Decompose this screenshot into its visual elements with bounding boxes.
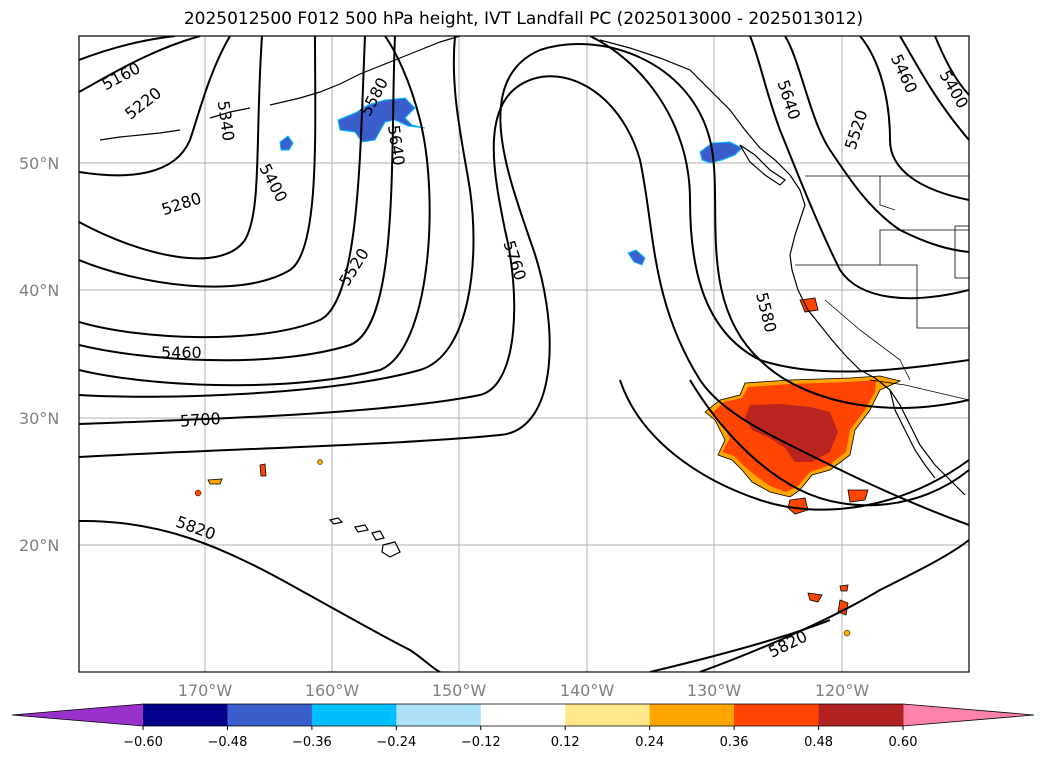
lat-label: 20°N: [19, 536, 59, 555]
contour-label: 5820: [765, 627, 810, 662]
longitude-labels: 170°W 160°W 150°W 140°W 130°W 120°W: [178, 681, 870, 700]
colorbar-extend-high: [903, 704, 1034, 726]
contour-label: 5580: [752, 290, 780, 334]
ivt-negative-region: [279, 97, 743, 266]
contour-label: 5520: [841, 107, 872, 152]
colorbar-segment: [480, 704, 566, 726]
contour-labels: 5160 5220 5340 5580 5640 5280 5400 5520 …: [99, 51, 969, 662]
contour-label: 5700: [179, 409, 221, 431]
lon-label: 170°W: [178, 681, 233, 700]
colorbar-tick-label: −0.24: [376, 735, 416, 750]
contour-label: 5640: [384, 124, 408, 167]
colorbar-segment: [227, 704, 313, 726]
borders: [795, 175, 969, 401]
colorbar-segment: [143, 704, 228, 726]
colorbar-tick-label: 0.12: [551, 735, 580, 750]
colorbar-tick-label: −0.60: [123, 735, 163, 750]
lon-label: 130°W: [687, 681, 742, 700]
ivt-positive-region: [194, 297, 902, 637]
contour-label: 5340: [214, 99, 238, 142]
colorbar-segment: [818, 704, 904, 726]
colorbar-tick-label: 0.36: [720, 735, 749, 750]
colorbar-segment: [565, 704, 651, 726]
contour-label: 5520: [335, 245, 373, 290]
colorbar-segment: [396, 704, 482, 726]
colorbar-segment: [311, 704, 397, 726]
contour-label: 5280: [159, 188, 204, 219]
colorbar-tick-label: −0.12: [461, 735, 501, 750]
contour-label: 5460: [161, 343, 202, 362]
colorbar-tick-label: −0.48: [208, 735, 248, 750]
contour-label: 5220: [121, 83, 165, 123]
lon-label: 160°W: [305, 681, 360, 700]
colorbar-segment: [649, 704, 735, 726]
colorbar-segment: [734, 704, 820, 726]
lon-label: 150°W: [432, 681, 487, 700]
latitude-labels: 50°N 40°N 30°N 20°N: [19, 154, 59, 555]
gridlines: [79, 36, 969, 672]
contour-label: 5820: [173, 512, 218, 544]
map-frame: [78, 35, 970, 673]
colorbar-tick-label: −0.36: [292, 735, 332, 750]
colorbar-tick-label: 0.24: [635, 735, 664, 750]
lat-label: 40°N: [19, 281, 59, 300]
contour-label: 5460: [887, 51, 921, 96]
contour-label: 5760: [499, 238, 530, 283]
colorbar-extend-low: [12, 704, 143, 726]
lat-label: 30°N: [19, 409, 59, 428]
lat-label: 50°N: [19, 154, 59, 173]
contour-label: 5160: [99, 58, 144, 94]
lon-label: 140°W: [560, 681, 615, 700]
lon-label: 120°W: [815, 681, 870, 700]
colorbar-tick-label: 0.48: [804, 735, 833, 750]
contour-label: 5400: [255, 160, 291, 205]
colorbar-tick-label: 0.60: [889, 735, 918, 750]
map-title: 2025012500 F012 500 hPa height, IVT Land…: [183, 9, 864, 29]
contour-label: 5640: [773, 77, 804, 122]
height-contours: [79, 36, 969, 672]
colorbar: −0.60 −0.48 −0.36 −0.24 −0.12 0.12 0.24 0.36 0.4…: [11, 703, 1035, 750]
